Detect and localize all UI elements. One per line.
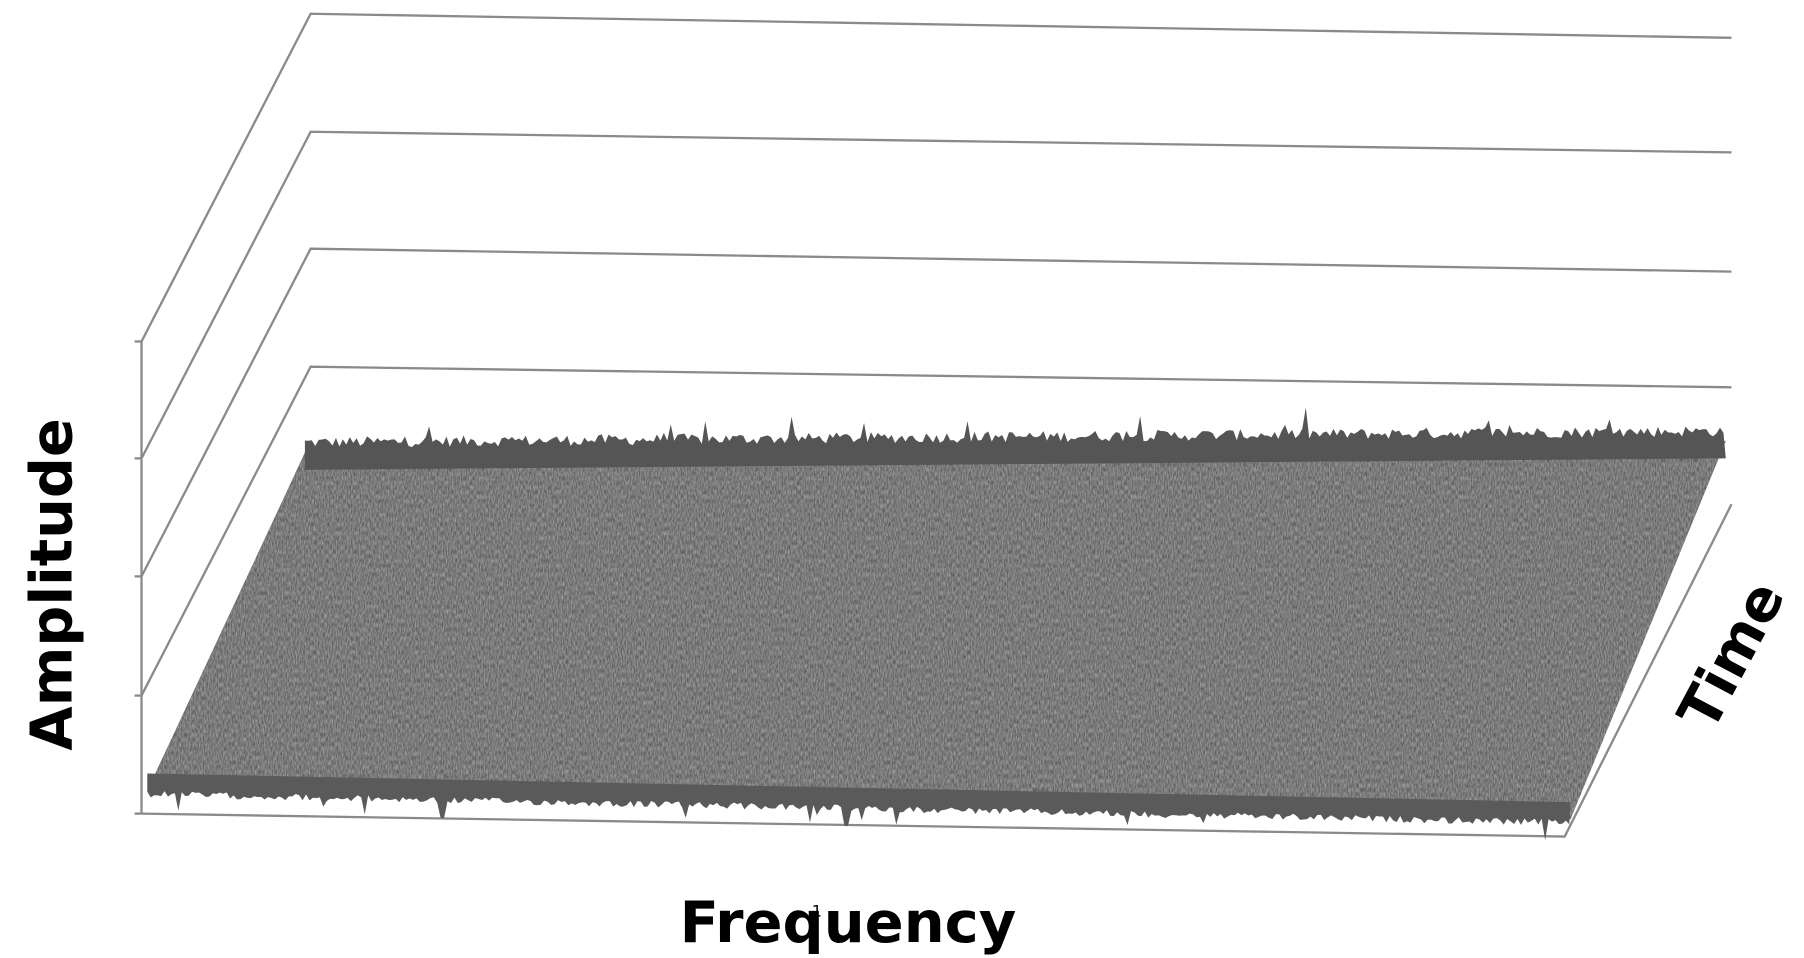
- surface-edge: [147, 773, 1571, 841]
- wall-line: [140, 130, 1732, 459]
- surface-texture: [147, 441, 1726, 820]
- wall-line: [140, 365, 1732, 697]
- noise-surface: [147, 407, 1726, 841]
- wall-line: [140, 12, 1732, 343]
- surface-edge: [304, 407, 1726, 470]
- y-axis-label: Amplitude: [18, 418, 85, 750]
- wall-line: [140, 247, 1732, 577]
- back-walls: [134, 12, 1733, 838]
- annotation: 1: [812, 902, 822, 921]
- floor-edge: [141, 503, 1733, 838]
- x-axis-label: Frequency: [680, 889, 1017, 956]
